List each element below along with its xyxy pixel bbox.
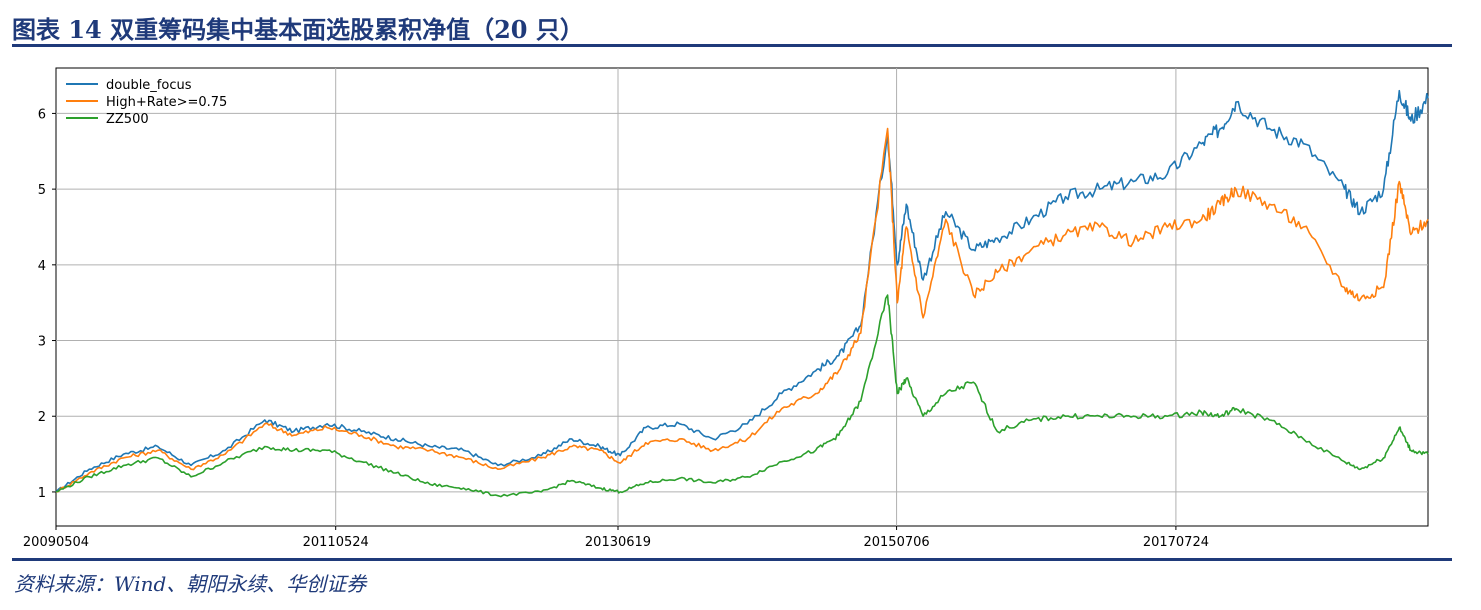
- series-line-0: [55, 89, 1429, 493]
- figure-title: 图表 14 双重筹码集中基本面选股累积净值（20 只）: [12, 15, 584, 44]
- line-chart: 1 2 3 4 5 6 20090504 20110524 20130619 20150706 20…: [23, 67, 1429, 550]
- x-tick-label: 20130619: [585, 535, 651, 550]
- y-tick-label: 3: [38, 335, 46, 350]
- y-tick-label: 4: [38, 259, 46, 274]
- source-note: 资料来源：Wind、朝阳永续、华创证券: [14, 572, 367, 596]
- series-line-2: [55, 294, 1429, 498]
- legend-label: double_focus: [106, 78, 192, 93]
- top-rule: [12, 44, 1452, 47]
- figure-header: 图表 14 双重筹码集中基本面选股累积净值（20 只）: [12, 6, 1452, 44]
- y-tick-label: 1: [38, 486, 46, 501]
- y-tick-label: 5: [38, 183, 46, 198]
- bottom-rule: [12, 558, 1452, 561]
- x-tick-label: 20110524: [303, 535, 369, 550]
- legend-label: ZZ500: [106, 112, 149, 127]
- plot-area: [55, 67, 1429, 527]
- x-tick-label: 20150706: [863, 535, 929, 550]
- x-tick-label: 20170724: [1143, 535, 1209, 550]
- x-tick-label: 20090504: [23, 535, 89, 550]
- series-line-1: [55, 127, 1429, 493]
- chart-container: 1 2 3 4 5 6 20090504 20110524 20130619 20150706 20…: [12, 56, 1452, 556]
- legend-label: High+Rate>=0.75: [106, 95, 227, 110]
- y-tick-label: 6: [38, 107, 46, 122]
- y-tick-label: 2: [38, 410, 46, 425]
